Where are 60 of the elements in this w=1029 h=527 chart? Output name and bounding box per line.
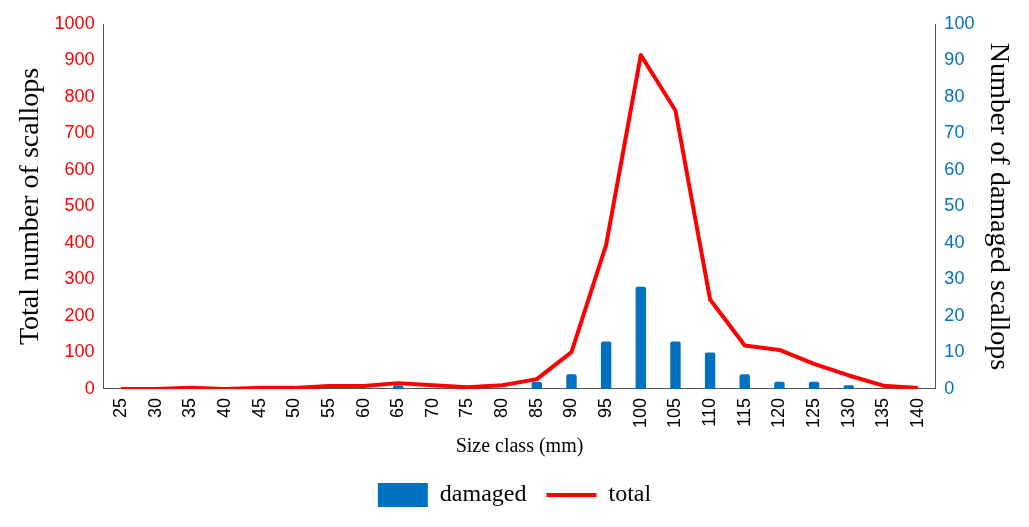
x-tick-label: 50: [283, 397, 304, 418]
x-tick-label: 45: [248, 397, 269, 418]
x-tick-label: 25: [109, 397, 130, 418]
x-tick-label: 35: [179, 397, 200, 418]
bar: [600, 341, 612, 389]
y2-tick-label: 60: [944, 158, 965, 179]
y-tick-label: 200: [64, 304, 95, 325]
bar: [774, 381, 785, 389]
x-tick-label: 55: [317, 397, 338, 418]
y-tick-label: 900: [64, 49, 95, 70]
y2-tick-label: 30: [944, 268, 965, 289]
x-tick-label: 130: [837, 397, 858, 429]
x-tick-label: 70: [421, 397, 442, 418]
y2-tick-label: 70: [944, 122, 965, 143]
x-tick-label: 115: [733, 397, 754, 427]
x-tick-label: 60: [352, 397, 373, 418]
bar: [566, 374, 577, 389]
y2-tick-label: 90: [944, 49, 965, 70]
y-tick-label: 100: [64, 341, 95, 362]
bar: [739, 374, 750, 389]
legend-label: total: [608, 480, 652, 507]
y2-tick-label: 40: [944, 231, 965, 252]
x-tick-label: 135: [872, 397, 893, 429]
x-axis-title: Size class (mm): [455, 434, 584, 458]
x-tick-label: 125: [803, 397, 824, 429]
bar: [531, 381, 543, 389]
bar: [635, 286, 646, 389]
y2-tick-label: 0: [944, 377, 955, 398]
y-tick-label: 1000: [54, 12, 95, 33]
bar: [704, 352, 716, 389]
y2-axis-title: Number of damaged scallops: [984, 42, 1016, 371]
x-tick-label: 90: [560, 397, 581, 418]
y-tick-label: 400: [64, 231, 95, 252]
y-tick-label: 600: [64, 158, 95, 179]
x-tick-label: 80: [491, 397, 512, 418]
x-tick-label: 100: [629, 397, 650, 429]
x-tick-label: 75: [456, 397, 477, 418]
x-tick-label: 105: [664, 397, 685, 429]
x-tick-label: 40: [213, 397, 234, 418]
y2-tick-label: 10: [944, 341, 965, 362]
y-tick-label: 500: [64, 195, 95, 216]
y-tick-label: 800: [64, 85, 95, 106]
bar: [670, 341, 681, 389]
y-tick-label: 300: [64, 268, 95, 289]
x-tick-label: 95: [595, 397, 616, 418]
y2-tick-label: 80: [944, 85, 965, 106]
legend-label: damaged: [439, 480, 527, 507]
y2-tick-label: 100: [944, 12, 975, 33]
x-tick-label: 110: [699, 397, 720, 427]
y-tick-label: 700: [64, 122, 95, 143]
x-tick-label: 120: [768, 397, 789, 429]
y2-tick-label: 20: [944, 304, 965, 325]
x-tick-label: 65: [387, 397, 408, 418]
y-tick-label: 0: [84, 377, 95, 398]
x-tick-label: 30: [144, 397, 165, 418]
x-tick-label: 140: [907, 397, 928, 429]
y2-tick-label: 50: [944, 195, 965, 216]
bar: [808, 381, 820, 389]
y-axis-title: Total number of scallops: [13, 67, 45, 346]
x-tick-label: 85: [525, 397, 546, 418]
